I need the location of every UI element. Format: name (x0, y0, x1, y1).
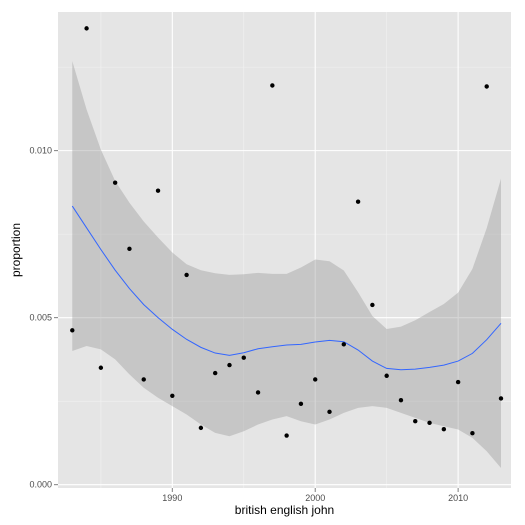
data-point (498, 396, 504, 401)
y-tick-label: 0.010 (29, 146, 52, 156)
x-axis-title: british english john (235, 503, 334, 517)
data-point (470, 431, 475, 436)
data-point (370, 302, 375, 308)
data-point (413, 418, 418, 424)
data-point (84, 26, 89, 31)
y-axis-ticks: 0.000 0.005 0.010 (29, 146, 58, 490)
data-point (384, 373, 389, 378)
data-point (112, 180, 118, 185)
confidence-band (72, 61, 501, 468)
x-axis-ticks: 1990 2000 2010 (162, 488, 468, 503)
data-point (98, 365, 104, 370)
data-point (427, 420, 432, 426)
data-point (170, 393, 175, 399)
data-point (313, 377, 318, 382)
data-point (284, 433, 289, 438)
data-point (198, 425, 204, 431)
data-point (455, 379, 461, 385)
data-point (127, 246, 132, 252)
data-point (270, 83, 275, 88)
data-point (70, 328, 75, 333)
data-point (298, 401, 304, 407)
data-point (241, 355, 246, 360)
data-point (341, 342, 346, 347)
y-tick-label: 0.005 (29, 313, 52, 323)
data-point (155, 188, 161, 193)
data-point (184, 272, 189, 278)
x-tick-label: 2000 (305, 493, 325, 503)
x-tick-label: 1990 (162, 493, 182, 503)
plot-panel (58, 12, 511, 488)
smooth-trend-line (71, 205, 502, 371)
major-gridlines (58, 12, 511, 488)
x-tick-label: 2010 (448, 493, 468, 503)
data-point (227, 362, 232, 368)
data-point (212, 370, 218, 376)
y-axis-title: proportion (9, 223, 23, 277)
data-point (398, 397, 404, 403)
data-point (355, 199, 361, 204)
data-point (441, 427, 447, 432)
data-point (141, 377, 146, 382)
smooth-line (71, 205, 502, 371)
data-point (327, 409, 332, 415)
y-tick-label: 0.000 (29, 480, 52, 490)
data-point (484, 84, 489, 89)
data-point (255, 390, 261, 395)
data-points (70, 26, 504, 438)
confidence-band-area (72, 61, 501, 468)
